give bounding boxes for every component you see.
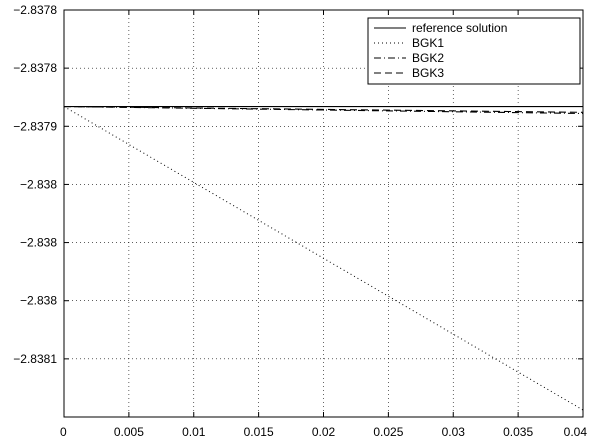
x-tick-label: 0.035 (503, 425, 533, 439)
legend-label: reference solution (412, 21, 507, 35)
x-tick-label: 0.01 (182, 425, 206, 439)
x-tick-label: 0.02 (312, 425, 336, 439)
x-tick-labels: 0 0.005 0.01 0.015 0.02 0.025 0.03 0.035 0.04 (60, 425, 587, 439)
y-tick-label: −2.8379 (13, 119, 57, 133)
legend-label: BGK2 (412, 51, 444, 65)
y-tick-label: −2.838 (20, 294, 57, 308)
series-line-bgk2 (63, 105, 584, 115)
y-tick-label: −2.8378 (13, 61, 57, 75)
y-tick-label: −2.838 (20, 236, 57, 250)
series-lines (63, 105, 584, 411)
y-tick-label: −2.8381 (13, 352, 57, 366)
series-line-bgk3 (63, 105, 584, 113)
y-tick-label: −2.838 (20, 177, 57, 191)
x-tick-label: 0.015 (244, 425, 274, 439)
legend-label: BGK1 (412, 36, 444, 50)
legend-box (367, 17, 581, 85)
y-tick-label: −2.8378 (13, 3, 57, 17)
x-tick-label: 0.03 (442, 425, 466, 439)
series-line-bgk1 (63, 106, 584, 411)
axis-ticks (63, 9, 584, 417)
x-tick-label: 0.005 (114, 425, 144, 439)
legend-label: BGK3 (412, 66, 444, 80)
x-tick-label: 0.025 (373, 425, 403, 439)
x-tick-label: 0.04 (564, 425, 588, 439)
x-tick-label: 0 (60, 425, 67, 439)
y-tick-labels: −2.8378 −2.8378 −2.8379 −2.838 −2.838 −2.838 −… (13, 3, 57, 366)
